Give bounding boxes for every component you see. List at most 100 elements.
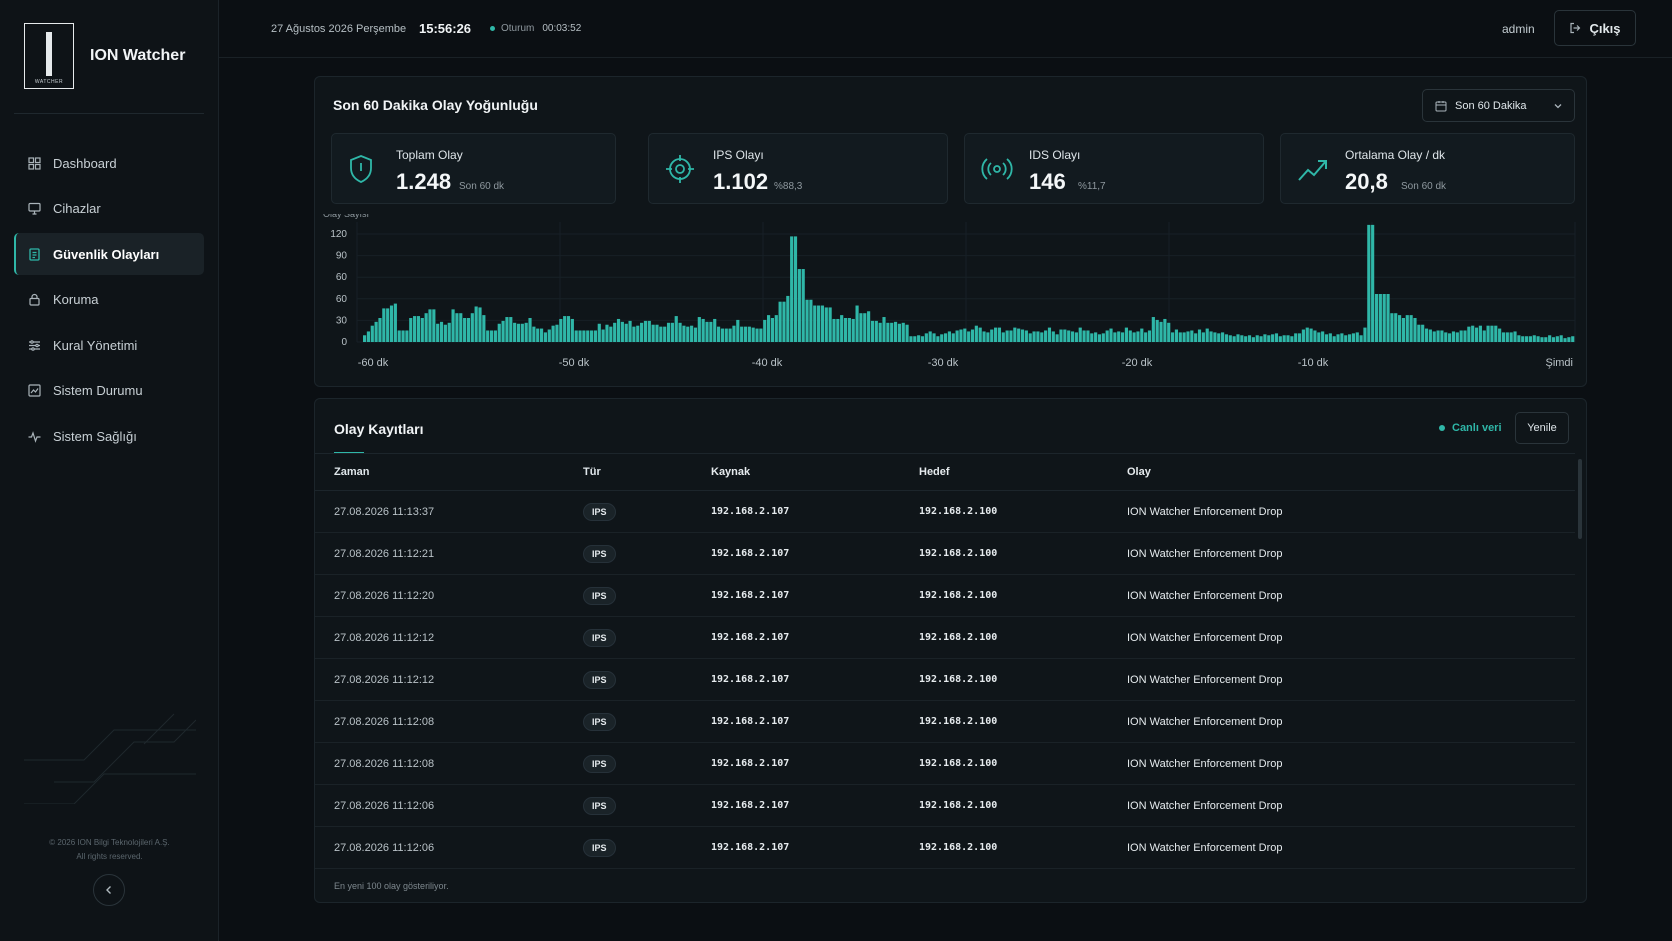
chart-bar (1382, 294, 1386, 342)
chart-bar (1486, 325, 1490, 342)
chart-bar (1009, 330, 1013, 342)
shield-icon (348, 154, 374, 189)
chart-bar (1359, 335, 1363, 342)
trend-up-icon (1297, 154, 1329, 189)
column-header-event[interactable]: Olay (1127, 466, 1151, 478)
chart-bar (813, 305, 817, 342)
chart-bar (1517, 335, 1521, 342)
chart-bar (1324, 334, 1329, 342)
chart-bar (832, 318, 836, 342)
chart-bar (924, 333, 928, 342)
sidebar-item-protection[interactable]: Koruma (14, 279, 204, 321)
type-badge: IPS (583, 754, 616, 773)
chart-bar (447, 322, 451, 342)
chart-bar (559, 318, 563, 342)
chart-bar (1440, 330, 1444, 342)
chart-bar (967, 331, 971, 342)
chart-bar (843, 318, 848, 342)
column-header-type[interactable]: Tür (583, 466, 601, 478)
chart-bar (943, 333, 948, 342)
chart-bar (1205, 328, 1209, 342)
sidebar-item-devices[interactable]: Cihazlar (14, 188, 204, 230)
chart-bar (1163, 318, 1167, 342)
table-row[interactable]: 27.08.2026 11:12:20 IPS 192.168.2.107 192.1… (315, 575, 1575, 617)
chart-bar (882, 317, 886, 342)
table-row[interactable]: 27.08.2026 11:13:37 IPS 192.168.2.107 192.1… (315, 491, 1575, 533)
y-tick-label: 0 (341, 337, 347, 348)
event-density-chart: Olay Sayısı 120 90 60 60 30 0 -60 dk -50 dk -40 d… (323, 214, 1576, 369)
cell-event: ION Watcher Enforcement Drop (1127, 547, 1283, 560)
chart-bar (409, 318, 413, 342)
chart-bar (1059, 329, 1063, 342)
chart-bar (1247, 335, 1252, 342)
brand[interactable]: WATCHER ION Watcher (24, 23, 185, 89)
refresh-button[interactable]: Yenile (1515, 412, 1569, 444)
cell-source: 192.168.2.107 (711, 758, 790, 769)
cell-destination: 192.168.2.100 (919, 842, 998, 853)
chart-bar (1551, 337, 1556, 342)
table-row[interactable]: 27.08.2026 11:12:12 IPS 192.168.2.107 192.1… (315, 617, 1575, 659)
table-row[interactable]: 27.08.2026 11:12:08 IPS 192.168.2.107 192.1… (315, 743, 1575, 785)
sidebar-item-rule-management[interactable]: Kural Yönetimi (14, 324, 204, 366)
table-row[interactable]: 27.08.2026 11:12:06 IPS 192.168.2.107 192.1… (315, 827, 1575, 869)
chart-bar (970, 329, 975, 342)
chart-bar (647, 320, 651, 342)
chart-bar (1494, 325, 1498, 342)
chart-bar (1451, 331, 1456, 342)
stat-sub: %11,7 (1078, 181, 1106, 192)
chart-bar (424, 313, 428, 342)
chart-bar (728, 328, 732, 342)
table-row[interactable]: 27.08.2026 11:12:12 IPS 192.168.2.107 192.1… (315, 659, 1575, 701)
chart-bar (1094, 332, 1098, 342)
chart-bar (1197, 329, 1202, 342)
sidebar-item-system-health[interactable]: Sistem Sağlığı (14, 415, 204, 457)
chart-bar (620, 321, 624, 342)
sidebar-item-dashboard[interactable]: Dashboard (14, 142, 204, 184)
app-name: ION Watcher (90, 47, 186, 64)
table-row[interactable]: 27.08.2026 11:12:21 IPS 192.168.2.107 192.1… (315, 533, 1575, 575)
chart-bar (1317, 332, 1321, 342)
chart-bar (509, 317, 513, 342)
chart-bar (828, 307, 832, 342)
sidebar-nav: Dashboard Cihazlar Güvenlik Olayları Kor… (14, 142, 204, 461)
chart-bar (874, 320, 878, 342)
circuit-decoration (24, 713, 196, 804)
cell-source: 192.168.2.107 (711, 590, 790, 601)
chart-bar (1571, 336, 1575, 342)
chart-bar (1448, 333, 1452, 342)
chart-bar (793, 236, 798, 342)
chart-bar (616, 318, 621, 342)
table-scrollbar[interactable] (1578, 459, 1582, 539)
logout-button[interactable]: Çıkış (1554, 10, 1636, 46)
chart-bar (878, 322, 882, 342)
chart-bar (1128, 330, 1132, 342)
time-range-select[interactable]: Son 60 Dakika (1422, 89, 1575, 122)
stat-value: 20,8 (1345, 169, 1388, 194)
panel-title: Olay Kayıtları (334, 421, 424, 437)
column-header-destination[interactable]: Hedef (919, 466, 950, 478)
collapse-sidebar-button[interactable] (93, 874, 125, 906)
chart-bar (774, 315, 778, 342)
x-tick-label: -60 dk (358, 357, 389, 369)
username[interactable]: admin (1502, 21, 1535, 36)
chart-bar (1378, 294, 1382, 342)
chart-bar (401, 330, 405, 342)
stat-card-ids: IDS Olayı 146 %11,7 (964, 133, 1264, 204)
stat-card-total: Toplam Olay 1.248 Son 60 dk (331, 133, 616, 204)
cell-type: IPS (583, 785, 616, 826)
chart-bar (493, 330, 497, 342)
chart-bar (936, 336, 940, 342)
sidebar-item-security-events[interactable]: Güvenlik Olayları (14, 233, 204, 275)
sidebar-item-system-status[interactable]: Sistem Durumu (14, 370, 204, 412)
document-icon (27, 247, 41, 261)
chart-bar (1301, 329, 1305, 342)
chart-bar (886, 322, 890, 342)
column-header-source[interactable]: Kaynak (711, 466, 751, 478)
live-data-indicator[interactable]: Canlı veri (1439, 422, 1502, 434)
column-header-time[interactable]: Zaman (334, 466, 370, 478)
chart-bar (778, 301, 782, 342)
chart-bar (951, 333, 955, 342)
table-row[interactable]: 27.08.2026 11:12:06 IPS 192.168.2.107 192.1… (315, 785, 1575, 827)
chart-bar (847, 318, 851, 342)
table-row[interactable]: 27.08.2026 11:12:08 IPS 192.168.2.107 192.1… (315, 701, 1575, 743)
